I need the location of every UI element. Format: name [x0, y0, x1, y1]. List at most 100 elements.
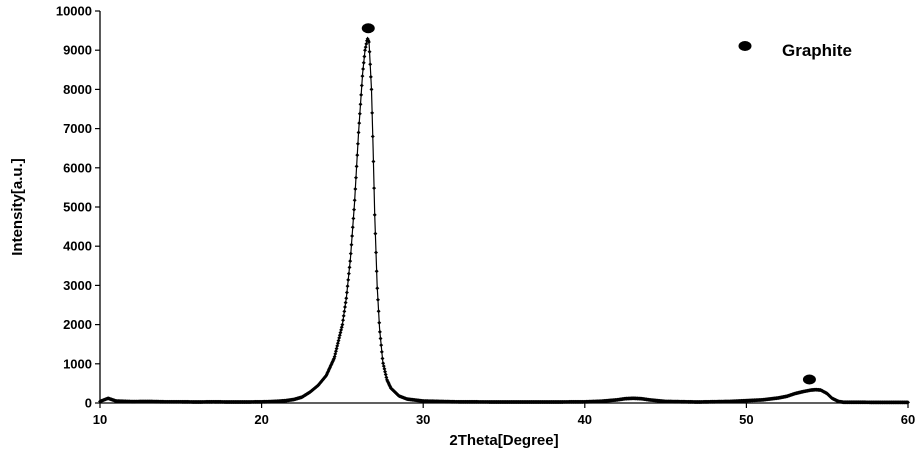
data-point [372, 186, 377, 191]
x-tick-label: 50 [739, 412, 753, 427]
data-point [379, 343, 384, 348]
data-point [348, 259, 353, 264]
data-point [337, 335, 342, 340]
data-point [341, 313, 346, 318]
data-point [367, 49, 372, 54]
data-point [363, 48, 368, 53]
data-point [346, 277, 351, 282]
axes [99, 11, 908, 404]
data-point [381, 364, 386, 369]
series-layer [98, 36, 910, 405]
data-point [340, 322, 345, 327]
data-point [348, 251, 353, 256]
y-tick-label: 3000 [63, 278, 92, 293]
x-tick-label: 30 [416, 412, 430, 427]
data-point [362, 54, 367, 59]
data-point [379, 349, 384, 354]
data-point [378, 336, 383, 341]
data-point [355, 141, 360, 146]
y-tick-label: 9000 [63, 43, 92, 58]
data-point [341, 318, 346, 323]
data-point [361, 67, 366, 72]
data-point [357, 111, 362, 116]
legend-marker-graphite [738, 41, 752, 51]
data-point [342, 309, 347, 314]
data-point [370, 134, 375, 139]
x-tick-label: 20 [254, 412, 268, 427]
data-point [343, 305, 347, 310]
x-tick-label: 40 [578, 412, 592, 427]
y-tick-label: 8000 [63, 82, 92, 97]
data-point [350, 225, 355, 230]
data-point [383, 372, 388, 377]
data-point [374, 250, 378, 255]
x-tick-label: 10 [93, 412, 107, 427]
data-point [337, 333, 342, 338]
data-point [366, 39, 371, 44]
data-point [344, 290, 349, 295]
y-tick-label: 4000 [63, 239, 92, 254]
x-ticks: 10 20 30 40 50 60 [93, 403, 915, 427]
legend-label-graphite: Graphite [782, 41, 852, 60]
y-tick-label: 10000 [56, 4, 92, 19]
data-point [345, 284, 350, 289]
data-point [375, 286, 380, 291]
y-tick-label: 2000 [63, 317, 92, 332]
data-point [381, 361, 386, 366]
data-point [352, 198, 357, 203]
data-point [377, 320, 382, 325]
data-point [358, 102, 363, 107]
data-point [344, 296, 349, 301]
data-point [353, 175, 358, 180]
data-point [363, 45, 368, 50]
x-tick-label: 60 [901, 412, 915, 427]
data-point [369, 87, 374, 92]
peak-marker-graphite [802, 374, 816, 385]
data-point [332, 354, 337, 359]
series-line [99, 36, 908, 404]
data-point [359, 92, 364, 97]
data-point [361, 60, 366, 65]
data-point [357, 121, 362, 126]
data-point [351, 216, 356, 221]
data-point [352, 207, 357, 212]
x-axis-title: 2Theta[Degree] [449, 432, 558, 449]
data-point [354, 164, 359, 169]
data-point [376, 309, 381, 314]
data-point [368, 74, 373, 79]
data-point [383, 369, 388, 374]
y-ticks: 0 1000 2000 3000 4000 5000 6000 7000 8000 9000 100… [56, 4, 100, 411]
data-point [353, 186, 358, 191]
data-point [372, 212, 377, 217]
data-point [346, 271, 351, 276]
data-point [370, 110, 375, 115]
data-point [368, 62, 373, 67]
y-tick-label: 5000 [63, 200, 92, 215]
data-point [382, 366, 387, 371]
data-point [334, 346, 339, 351]
data-point [355, 153, 360, 158]
data-point [373, 231, 378, 236]
peak-marker-graphite [361, 23, 375, 34]
data-point [371, 159, 376, 164]
y-axis-title: Intensity[a.u.] [9, 158, 26, 256]
data-point [335, 341, 340, 346]
data-point [333, 349, 338, 354]
data-point [350, 234, 355, 238]
data-point [359, 83, 364, 88]
data-point [347, 265, 352, 270]
data-point [377, 329, 382, 334]
data-point [374, 269, 379, 274]
data-point [375, 297, 380, 302]
data-point [349, 242, 354, 247]
y-tick-label: 6000 [63, 160, 92, 175]
data-point [380, 356, 385, 361]
data-point [338, 330, 343, 335]
y-tick-label: 1000 [63, 356, 92, 371]
peak-markers [361, 23, 816, 385]
y-tick-label: 7000 [63, 121, 92, 136]
legend: Graphite [738, 41, 852, 60]
data-point [360, 74, 365, 79]
